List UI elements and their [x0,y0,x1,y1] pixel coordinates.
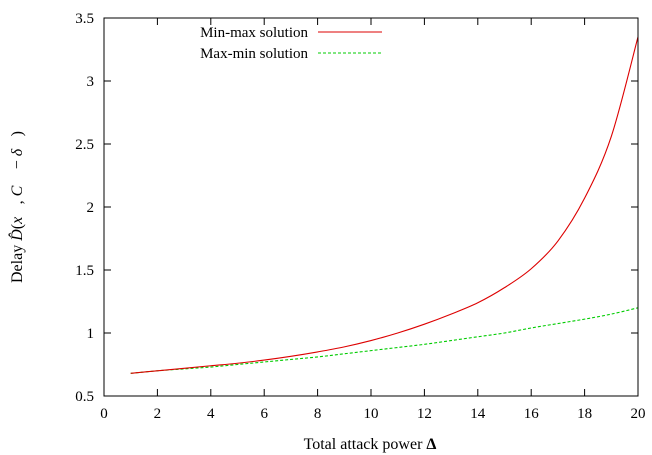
y-tick-label: 1 [87,326,95,342]
x-tick-label: 2 [154,406,162,422]
y-tick-label: 1.5 [75,263,94,279]
y-tick-label: 0.5 [75,389,94,405]
x-tick-label: 6 [260,406,268,422]
x-tick-label: 12 [417,406,432,422]
x-tick-label: 4 [207,406,215,422]
x-tick-label: 20 [631,406,646,422]
x-tick-label: 0 [100,406,108,422]
legend-label-max-min: Max-min solution [200,46,308,62]
series-line-min-max [130,36,639,374]
x-tick-label: 18 [577,406,592,422]
y-tick-label: 2 [87,200,95,216]
y-tick-label: 3.5 [75,11,94,27]
legend-label-min-max: Min-max solution [200,25,308,41]
x-tick-label: 14 [470,406,486,422]
tick-labels: 0 2 4 6 8 10 12 14 16 18 20 0.5 1 1.5 2 2.5 3 3.5 [75,11,645,422]
x-tick-label: 16 [524,406,540,422]
plot-frame [103,17,639,397]
x-tick-label: 8 [314,406,322,422]
y-tick-label: 2.5 [75,137,94,153]
y-axis-title: Delay D̂(x⃗, C⃗ − δ⃗) [7,131,26,283]
tick-marks [103,17,639,397]
y-tick-label: 3 [87,74,95,90]
plot-series [130,36,639,374]
x-axis-title: Total attack power Δ [304,436,437,453]
series-line-max-min [130,307,639,374]
legend: Min-max solution Max-min solution [200,25,382,62]
x-tick-label: 10 [364,406,379,422]
